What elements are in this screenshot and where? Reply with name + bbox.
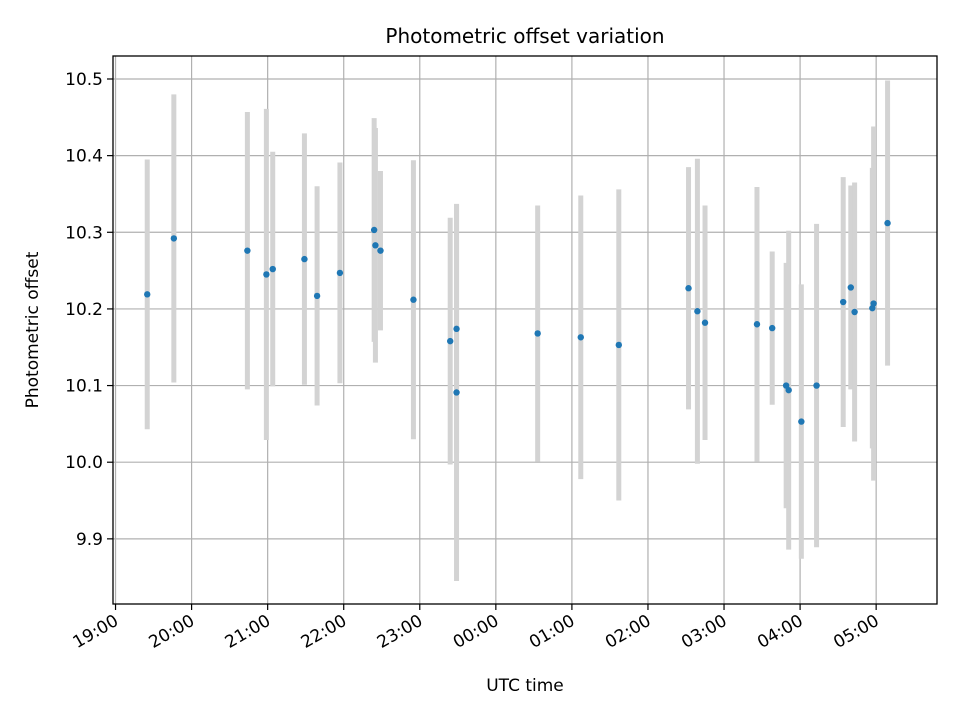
x-tick-label: 04:00	[754, 611, 806, 653]
data-point	[453, 389, 460, 396]
data-point	[577, 334, 584, 341]
x-tick-label: 22:00	[298, 611, 350, 653]
y-axis: 9.9 10.0 10.1 10.2 10.3 10.4 10.5	[65, 70, 113, 550]
data-point	[263, 271, 270, 278]
x-tick-label: 03:00	[678, 611, 730, 653]
x-axis-label: UTC time	[486, 676, 564, 696]
x-tick-label: 00:00	[450, 611, 502, 653]
data-point	[870, 300, 877, 307]
x-tick-label: 23:00	[374, 611, 426, 653]
x-tick-label: 21:00	[222, 611, 274, 653]
data-point	[884, 219, 891, 227]
data-point	[847, 284, 854, 291]
data-point	[798, 418, 805, 425]
y-tick-label: 9.9	[76, 530, 103, 550]
plot-frame	[112, 55, 938, 605]
grid-layer	[113, 56, 937, 604]
data-point	[851, 308, 858, 316]
data-point	[244, 247, 251, 254]
data-point	[534, 330, 541, 337]
data-point	[410, 296, 417, 303]
x-tick-label: 19:00	[70, 611, 122, 653]
data-point	[685, 285, 692, 292]
x-tick-label: 02:00	[602, 611, 654, 653]
data-point	[453, 325, 460, 333]
data-point	[301, 255, 308, 263]
y-tick-label: 10.3	[65, 223, 103, 243]
x-tick-label: 01:00	[526, 611, 578, 653]
data-point	[269, 265, 276, 273]
point-layer	[144, 219, 891, 425]
y-tick-label: 10.4	[65, 147, 103, 167]
data-point	[447, 337, 454, 345]
data-point	[336, 269, 344, 277]
y-axis-label: Photometric offset	[23, 251, 43, 408]
data-point	[313, 292, 321, 300]
data-point	[694, 308, 701, 315]
y-tick-label: 10.1	[65, 377, 103, 397]
data-point	[839, 298, 847, 306]
x-tick-label: 05:00	[830, 611, 882, 653]
data-point	[753, 321, 761, 328]
data-point	[813, 382, 820, 389]
x-tick-label: 20:00	[146, 611, 198, 653]
data-point	[370, 226, 378, 234]
chart-title: Photometric offset variation	[385, 24, 664, 48]
data-point	[372, 242, 379, 249]
data-point	[701, 319, 709, 326]
data-point	[144, 291, 151, 298]
data-point	[170, 235, 178, 242]
data-point	[615, 341, 623, 349]
y-tick-label: 10.0	[65, 453, 103, 473]
data-point	[377, 247, 384, 254]
x-axis: 19:00 20:00 21:00 22:00 23:00 00:00 01:00 02:00…	[70, 604, 883, 653]
y-tick-label: 10.2	[65, 300, 103, 320]
data-point	[769, 324, 776, 332]
data-point	[785, 386, 792, 394]
y-tick-label: 10.5	[65, 70, 103, 90]
